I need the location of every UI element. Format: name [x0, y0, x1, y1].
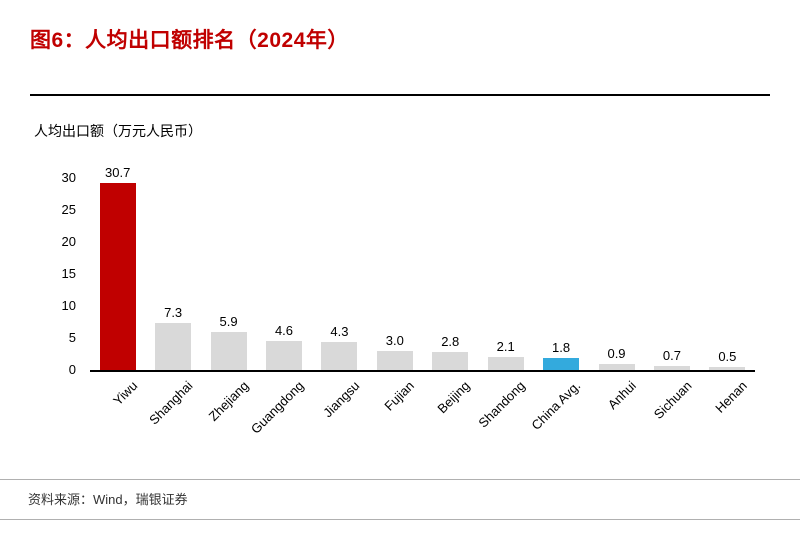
footer-divider-top	[0, 479, 800, 480]
x-axis-label: Sichuan	[650, 378, 695, 422]
bar-chart: 0 5 10 15 20 25 30 30.7 Yiwu 7.3 Shanghai 5.9 Zheji…	[62, 165, 755, 437]
bar	[99, 183, 136, 370]
x-axis-label: Yiwu	[110, 378, 141, 409]
x-axis-label: Henan	[712, 378, 750, 416]
bar-group: 0.9 Anhui	[589, 165, 644, 412]
x-axis-label: Shandong	[475, 378, 529, 431]
x-axis-label: Beijing	[434, 378, 473, 417]
y-tick-label: 30	[61, 169, 76, 185]
bar	[653, 365, 690, 370]
bar-value-label: 0.5	[718, 348, 737, 364]
bar	[432, 352, 469, 370]
y-axis-title: 人均出口额（万元人民币）	[34, 123, 202, 139]
bar-value-label: 7.3	[164, 305, 183, 321]
y-tick-label: 10	[61, 297, 76, 313]
bar-value-label: 0.9	[607, 346, 626, 362]
x-axis-label: Shanghai	[146, 378, 196, 428]
bar-group: 3.0 Fujian	[367, 165, 422, 414]
bar-group: 4.6 Guangdong	[248, 165, 311, 437]
y-tick-label: 15	[61, 265, 76, 281]
bar-value-label: 2.1	[496, 338, 515, 354]
bar-group: 5.9 Zhejiang	[201, 165, 256, 424]
bar	[265, 340, 302, 370]
x-axis-label: Zhejiang	[205, 378, 252, 424]
x-axis-label: China Avg.	[528, 378, 584, 433]
y-tick-label: 0	[68, 362, 76, 377]
bar-value-label: 5.9	[219, 314, 238, 330]
x-axis-label: Jiangsu	[319, 378, 363, 421]
bar-group: 2.1 Shandong	[476, 165, 533, 431]
bar	[598, 364, 635, 370]
bar-group: 30.7 Yiwu	[90, 165, 145, 408]
header-divider	[30, 94, 770, 96]
bar-group: 0.7 Sichuan	[644, 165, 699, 422]
footer-divider-bottom	[0, 519, 800, 520]
bar-value-label: 1.8	[552, 340, 571, 356]
y-axis: 0 5 10 15 20 25 30	[52, 165, 82, 377]
bar-value-label: 0.7	[662, 347, 681, 363]
bar-group: 0.5 Henan	[700, 165, 755, 416]
bar	[709, 366, 746, 370]
bar-group: 1.8 China Avg.	[529, 165, 588, 432]
y-tick-label: 5	[68, 329, 76, 345]
bar	[155, 323, 192, 370]
x-axis-label: Fujian	[381, 378, 418, 414]
bar-group: 7.3 Shanghai	[145, 165, 200, 427]
bar-value-label: 3.0	[385, 332, 404, 348]
bar	[376, 350, 413, 370]
source-note: 资料来源：Wind，瑞银证券	[28, 492, 188, 507]
bar	[210, 332, 247, 370]
bar	[487, 356, 524, 370]
bar	[321, 342, 358, 370]
x-axis-label: Guangdong	[247, 378, 307, 437]
bar-group: 2.8 Beijing	[423, 165, 478, 416]
bar-value-label: 4.3	[330, 324, 349, 340]
bar-value-label: 2.8	[441, 334, 460, 350]
bar-group: 4.3 Jiangsu	[312, 165, 367, 420]
bar-value-label: 4.6	[274, 322, 294, 338]
plot-area: 30.7 Yiwu 7.3 Shanghai 5.9 Zhejiang 4.6 Guangdo…	[90, 165, 755, 437]
chart-title: 图6：人均出口额排名（2024年）	[30, 29, 349, 52]
bar	[543, 358, 580, 370]
y-tick-label: 25	[61, 201, 76, 217]
x-axis-label: Anhui	[605, 378, 640, 413]
bar-value-label: 30.7	[105, 165, 131, 180]
y-tick-label: 20	[61, 233, 76, 249]
